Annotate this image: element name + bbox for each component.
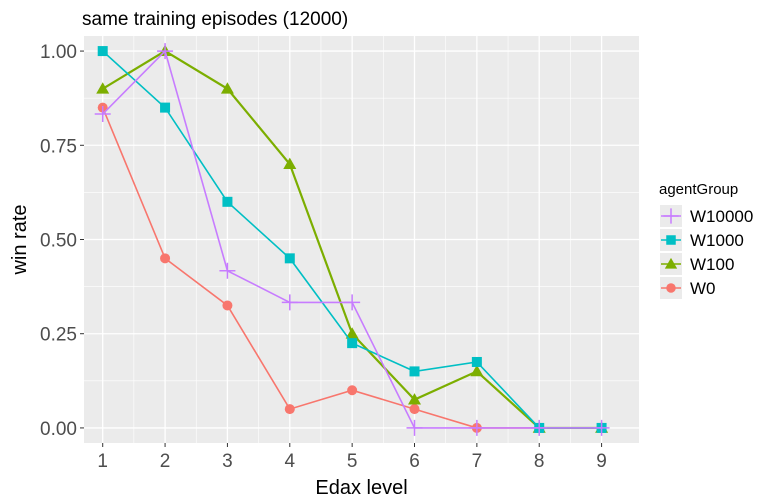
- series-W10000: [94, 43, 610, 436]
- legend-title: agentGroup: [659, 181, 738, 198]
- data-point: [96, 82, 110, 94]
- data-point: [593, 419, 610, 436]
- data-point: [94, 106, 111, 123]
- legend-label: W10000: [690, 207, 753, 226]
- data-point: [408, 393, 422, 405]
- grid-lines: [84, 36, 639, 443]
- data-point: [409, 404, 420, 415]
- legend: agentGroup W10000 W1000 W100 W0: [659, 181, 753, 299]
- data-point: [281, 294, 298, 311]
- data-point: [471, 356, 482, 367]
- data-point: [409, 366, 420, 377]
- data-point: [531, 419, 548, 436]
- data-point: [157, 43, 174, 60]
- legend-label: W0: [690, 279, 716, 298]
- data-point: [468, 419, 485, 436]
- data-point: [347, 385, 358, 396]
- data-point: [345, 327, 359, 339]
- y-tick-label: 0.25: [40, 325, 77, 346]
- data-point: [344, 294, 361, 311]
- data-point: [666, 235, 676, 245]
- x-tick-label: 8: [534, 451, 545, 472]
- legend-item-W10000: W10000: [660, 205, 753, 227]
- data-point: [97, 46, 108, 57]
- legend-label: W100: [690, 255, 734, 274]
- legend-label: W1000: [690, 231, 744, 250]
- legend-item-W1000: W1000: [660, 229, 744, 251]
- x-tick-label: 1: [97, 451, 108, 472]
- data-point: [284, 253, 295, 264]
- series-layer: [94, 43, 610, 436]
- data-point: [283, 157, 297, 170]
- data-point: [470, 364, 484, 377]
- data-point: [160, 253, 171, 264]
- y-tick-label: 0.00: [40, 419, 77, 440]
- data-point: [160, 102, 171, 113]
- x-tick-label: 7: [472, 451, 483, 472]
- axes: 0.00 0.25 0.50 0.75 1.00 1 2 3 4 5 6 7 8 9: [40, 42, 607, 472]
- x-tick-label: 3: [222, 451, 233, 472]
- x-tick-label: 5: [347, 451, 358, 472]
- x-tick-label: 4: [284, 451, 295, 472]
- data-point: [347, 338, 358, 349]
- legend-item-W100: W100: [660, 253, 734, 275]
- data-point: [664, 257, 678, 269]
- data-point: [284, 404, 295, 415]
- x-axis-title: Edax level: [315, 477, 407, 499]
- y-tick-label: 0.75: [40, 136, 77, 157]
- x-tick-label: 9: [596, 451, 607, 472]
- chart-title: same training episodes (12000): [82, 9, 348, 30]
- x-tick-label: 6: [409, 451, 420, 472]
- data-point: [222, 196, 233, 207]
- data-point: [219, 262, 236, 279]
- data-point: [220, 82, 234, 94]
- data-point: [406, 419, 423, 436]
- data-point: [222, 300, 233, 311]
- y-tick-label: 0.50: [40, 231, 77, 252]
- y-tick-label: 1.00: [40, 42, 77, 63]
- data-point: [663, 208, 679, 224]
- y-axis-title: win rate: [9, 204, 31, 275]
- legend-item-W0: W0: [660, 277, 716, 299]
- data-point: [666, 283, 676, 293]
- x-tick-label: 2: [160, 451, 171, 472]
